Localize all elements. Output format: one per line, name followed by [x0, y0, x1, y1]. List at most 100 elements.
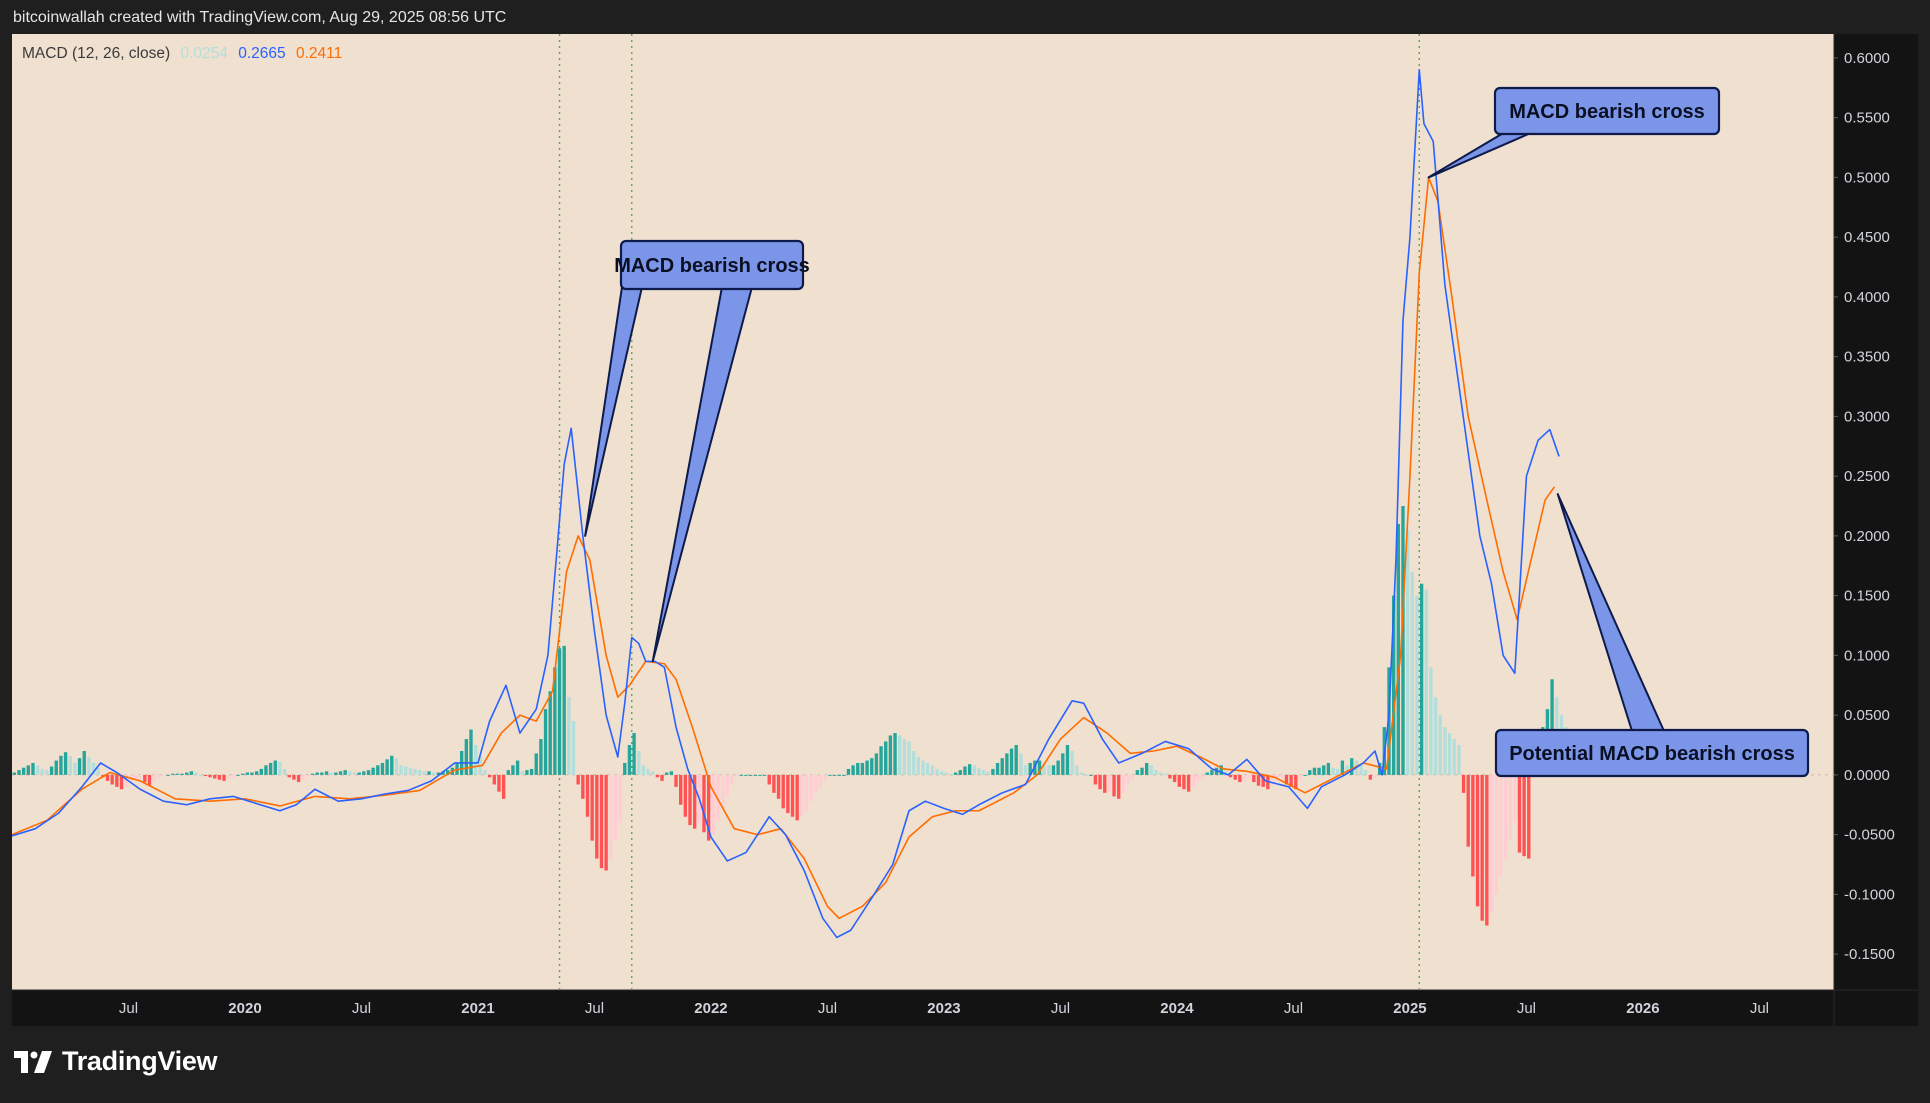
histogram-bar	[1224, 771, 1228, 775]
bearish-cross-callout-2021-box[interactable]	[619, 239, 805, 291]
y-tick-label: 0.3000	[1844, 408, 1890, 425]
histogram-bar	[1047, 765, 1051, 775]
tradingview-brand[interactable]: TradingView	[14, 1046, 218, 1077]
histogram-bar	[320, 772, 324, 775]
histogram-bar	[795, 774, 799, 821]
histogram-bar	[264, 765, 268, 775]
histogram-bar	[180, 773, 184, 775]
histogram-bar	[1242, 774, 1247, 781]
histogram-bar	[1135, 770, 1140, 775]
x-tick-label: 2020	[228, 1000, 261, 1017]
histogram-bar	[315, 772, 319, 775]
plot-area[interactable]	[12, 34, 1834, 990]
histogram-bar	[963, 766, 967, 775]
histogram-bar	[1023, 765, 1028, 775]
histogram-bar	[762, 774, 767, 776]
histogram-bar	[338, 771, 343, 775]
histogram-bar	[1051, 765, 1056, 775]
histogram-bar	[632, 733, 636, 775]
histogram-bar	[1424, 589, 1428, 775]
histogram-bar	[912, 751, 916, 775]
histogram-bar	[576, 774, 580, 785]
histogram-bar	[1219, 765, 1223, 775]
histogram-bar	[366, 770, 371, 775]
histogram-bar	[143, 774, 147, 783]
histogram-bar	[213, 774, 217, 779]
histogram-bar	[296, 774, 301, 783]
histogram-bar	[352, 772, 357, 775]
histogram-bar	[446, 770, 450, 775]
histogram-bar	[1005, 753, 1009, 775]
histogram-bar	[77, 758, 82, 775]
macd-chart[interactable]: 0.6000 0.5500 0.5000 0.4500 0.4000 0.3500 0.30…	[12, 34, 1918, 1026]
histogram-bar	[893, 733, 897, 775]
histogram-bar	[1107, 774, 1112, 792]
x-tick-label: Jul	[1284, 1000, 1303, 1017]
histogram-bar	[1336, 768, 1340, 775]
histogram-bar	[1503, 774, 1508, 859]
histogram-bar	[739, 774, 743, 776]
histogram-bar	[217, 774, 222, 780]
histogram-bar	[972, 765, 976, 775]
histogram-bar	[571, 721, 576, 775]
histogram-bar	[26, 765, 30, 775]
brand-name: TradingView	[62, 1046, 218, 1076]
histogram-bar	[623, 762, 627, 775]
histogram-bar	[1270, 774, 1275, 785]
histogram-bar	[380, 762, 385, 775]
histogram-bar	[851, 765, 855, 775]
histogram-bar	[613, 774, 618, 841]
potential-cross-callout-label: Potential MACD bearish cross	[1509, 743, 1795, 765]
histogram-bar	[1200, 774, 1205, 779]
histogram-bar	[1429, 667, 1433, 775]
histogram-bar	[870, 758, 874, 775]
histogram-bar	[809, 774, 813, 802]
histogram-bar	[1261, 774, 1265, 787]
histogram-bar	[68, 755, 72, 775]
histogram-bar	[1009, 748, 1014, 775]
histogram-bar	[1410, 571, 1414, 775]
y-tick-label: 0.1000	[1844, 647, 1890, 664]
histogram-bar	[618, 774, 622, 823]
histogram-bar	[259, 768, 263, 775]
histogram-bar	[804, 774, 809, 811]
histogram-bar	[772, 774, 776, 793]
y-tick-label: 0.0000	[1844, 767, 1890, 784]
bearish-cross-callout-2021-label: MACD bearish cross	[614, 255, 810, 277]
histogram-bar	[1443, 727, 1447, 775]
histogram-bar	[1210, 770, 1214, 775]
histogram-bar	[231, 774, 236, 778]
histogram-bar	[637, 751, 641, 775]
histogram-bar	[1014, 745, 1018, 775]
histogram-bar	[371, 767, 375, 775]
histogram-bar	[59, 755, 63, 775]
histogram-bar	[385, 759, 389, 775]
histogram-bar	[376, 765, 380, 775]
histogram-bar	[501, 774, 506, 799]
histogram-bar	[837, 774, 841, 776]
y-tick-label: 0.4000	[1844, 289, 1890, 306]
bearish-cross-callout-2025-box[interactable]	[1493, 86, 1721, 136]
histogram-bar	[525, 770, 529, 775]
histogram-bar	[748, 774, 753, 776]
histogram-bar	[520, 771, 524, 775]
histogram-bar	[1158, 772, 1163, 775]
histogram-bar	[1513, 774, 1517, 823]
histogram-bar	[105, 774, 110, 781]
indicator-legend[interactable]: MACD (12, 26, close) 0.0254 0.2665 0.241…	[22, 45, 348, 63]
histogram-bar	[1359, 765, 1363, 775]
histogram-bar	[529, 768, 534, 775]
y-tick-label: 0.0500	[1844, 707, 1890, 724]
histogram-bar	[115, 774, 119, 787]
x-tick-label: 2026	[1626, 1000, 1659, 1017]
histogram-bar	[91, 762, 96, 775]
y-tick-label: 0.5000	[1844, 169, 1890, 186]
tradingview-logo-icon	[14, 1050, 52, 1073]
histogram-bar	[119, 774, 124, 790]
histogram-bar	[254, 771, 259, 775]
potential-cross-callout-box[interactable]	[1494, 728, 1810, 778]
histogram-bar	[567, 697, 571, 775]
histogram-bar	[553, 667, 557, 775]
histogram-bar	[1070, 751, 1074, 775]
x-tick-label: Jul	[1517, 1000, 1536, 1017]
